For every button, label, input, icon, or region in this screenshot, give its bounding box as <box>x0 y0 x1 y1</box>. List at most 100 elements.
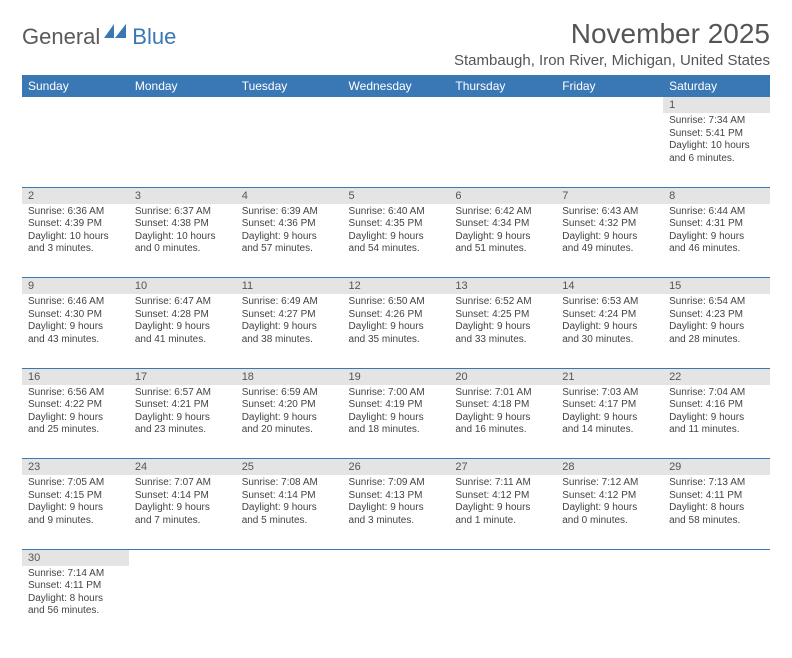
daylight-text: Daylight: 9 hours <box>28 502 123 515</box>
day-number-cell: 19 <box>343 368 450 385</box>
day-number-cell <box>236 97 343 113</box>
sunset-text: Sunset: 4:14 PM <box>242 490 337 503</box>
day-number-cell: 8 <box>663 187 770 204</box>
day-number-cell <box>449 97 556 113</box>
sunrise-text: Sunrise: 6:54 AM <box>669 296 764 309</box>
daylight-text: Daylight: 9 hours <box>455 321 550 334</box>
daynum-row: 30 <box>22 549 770 566</box>
day-cell: Sunrise: 6:56 AMSunset: 4:22 PMDaylight:… <box>22 385 129 459</box>
day-number-cell: 13 <box>449 278 556 295</box>
logo-text-blue: Blue <box>132 24 176 50</box>
daylight-text: and 54 minutes. <box>349 243 444 256</box>
day-cell: Sunrise: 7:11 AMSunset: 4:12 PMDaylight:… <box>449 475 556 549</box>
day-number-cell: 28 <box>556 459 663 476</box>
sunset-text: Sunset: 4:11 PM <box>28 580 123 593</box>
day-cell <box>449 566 556 640</box>
daylight-text: and 38 minutes. <box>242 334 337 347</box>
daylight-text: and 14 minutes. <box>562 424 657 437</box>
header: General Blue November 2025 Stambaugh, Ir… <box>22 18 770 69</box>
day-number-cell: 3 <box>129 187 236 204</box>
day-number-cell: 27 <box>449 459 556 476</box>
sunrise-text: Sunrise: 6:46 AM <box>28 296 123 309</box>
day-cell: Sunrise: 6:39 AMSunset: 4:36 PMDaylight:… <box>236 204 343 278</box>
day-number-cell: 24 <box>129 459 236 476</box>
daylight-text: Daylight: 8 hours <box>28 593 123 606</box>
sunrise-text: Sunrise: 6:44 AM <box>669 206 764 219</box>
daylight-text: and 20 minutes. <box>242 424 337 437</box>
day-cell: Sunrise: 6:57 AMSunset: 4:21 PMDaylight:… <box>129 385 236 459</box>
sunset-text: Sunset: 4:22 PM <box>28 399 123 412</box>
daylight-text: Daylight: 10 hours <box>669 140 764 153</box>
day-number-cell: 4 <box>236 187 343 204</box>
sunset-text: Sunset: 4:19 PM <box>349 399 444 412</box>
sunrise-text: Sunrise: 6:50 AM <box>349 296 444 309</box>
daylight-text: Daylight: 9 hours <box>349 412 444 425</box>
daylight-text: and 1 minute. <box>455 515 550 528</box>
day-cell: Sunrise: 6:42 AMSunset: 4:34 PMDaylight:… <box>449 204 556 278</box>
sunrise-text: Sunrise: 6:42 AM <box>455 206 550 219</box>
day-number-cell: 14 <box>556 278 663 295</box>
daynum-row: 23242526272829 <box>22 459 770 476</box>
daylight-text: Daylight: 9 hours <box>242 502 337 515</box>
daylight-text: and 49 minutes. <box>562 243 657 256</box>
day-number-cell: 10 <box>129 278 236 295</box>
day-number-cell <box>22 97 129 113</box>
sunset-text: Sunset: 4:23 PM <box>669 309 764 322</box>
day-cell <box>22 113 129 187</box>
day-cell: Sunrise: 6:36 AMSunset: 4:39 PMDaylight:… <box>22 204 129 278</box>
sunrise-text: Sunrise: 6:37 AM <box>135 206 230 219</box>
sunset-text: Sunset: 4:18 PM <box>455 399 550 412</box>
daylight-text: and 11 minutes. <box>669 424 764 437</box>
sunrise-text: Sunrise: 7:12 AM <box>562 477 657 490</box>
week-row: Sunrise: 7:05 AMSunset: 4:15 PMDaylight:… <box>22 475 770 549</box>
daylight-text: Daylight: 9 hours <box>455 412 550 425</box>
day-cell <box>129 113 236 187</box>
sunset-text: Sunset: 4:12 PM <box>455 490 550 503</box>
sunrise-text: Sunrise: 6:56 AM <box>28 387 123 400</box>
daylight-text: Daylight: 9 hours <box>562 502 657 515</box>
sunrise-text: Sunrise: 6:49 AM <box>242 296 337 309</box>
sunrise-text: Sunrise: 6:47 AM <box>135 296 230 309</box>
sunset-text: Sunset: 4:14 PM <box>135 490 230 503</box>
sunrise-text: Sunrise: 7:05 AM <box>28 477 123 490</box>
sunset-text: Sunset: 4:21 PM <box>135 399 230 412</box>
sunset-text: Sunset: 4:31 PM <box>669 218 764 231</box>
day-cell <box>236 566 343 640</box>
day-number-cell <box>343 97 450 113</box>
day-cell: Sunrise: 6:46 AMSunset: 4:30 PMDaylight:… <box>22 294 129 368</box>
day-cell: Sunrise: 7:01 AMSunset: 4:18 PMDaylight:… <box>449 385 556 459</box>
daylight-text: Daylight: 9 hours <box>669 231 764 244</box>
flag-icon <box>104 24 130 47</box>
daylight-text: Daylight: 9 hours <box>242 321 337 334</box>
day-cell: Sunrise: 6:43 AMSunset: 4:32 PMDaylight:… <box>556 204 663 278</box>
sunrise-text: Sunrise: 6:53 AM <box>562 296 657 309</box>
daylight-text: and 35 minutes. <box>349 334 444 347</box>
daylight-text: and 0 minutes. <box>562 515 657 528</box>
week-row: Sunrise: 7:14 AMSunset: 4:11 PMDaylight:… <box>22 566 770 640</box>
day-cell: Sunrise: 7:08 AMSunset: 4:14 PMDaylight:… <box>236 475 343 549</box>
sunset-text: Sunset: 4:38 PM <box>135 218 230 231</box>
daylight-text: Daylight: 9 hours <box>669 412 764 425</box>
day-number-cell: 11 <box>236 278 343 295</box>
day-cell: Sunrise: 6:44 AMSunset: 4:31 PMDaylight:… <box>663 204 770 278</box>
day-number-cell <box>449 549 556 566</box>
daylight-text: Daylight: 10 hours <box>28 231 123 244</box>
day-header: Wednesday <box>343 75 450 97</box>
daylight-text: and 25 minutes. <box>28 424 123 437</box>
daylight-text: and 6 minutes. <box>669 153 764 166</box>
sunset-text: Sunset: 4:13 PM <box>349 490 444 503</box>
daylight-text: and 30 minutes. <box>562 334 657 347</box>
week-row: Sunrise: 6:36 AMSunset: 4:39 PMDaylight:… <box>22 204 770 278</box>
daylight-text: and 28 minutes. <box>669 334 764 347</box>
sunset-text: Sunset: 4:11 PM <box>669 490 764 503</box>
sunset-text: Sunset: 4:34 PM <box>455 218 550 231</box>
sunset-text: Sunset: 5:41 PM <box>669 128 764 141</box>
day-cell: Sunrise: 7:04 AMSunset: 4:16 PMDaylight:… <box>663 385 770 459</box>
day-cell: Sunrise: 6:37 AMSunset: 4:38 PMDaylight:… <box>129 204 236 278</box>
sunrise-text: Sunrise: 7:00 AM <box>349 387 444 400</box>
day-number-cell: 16 <box>22 368 129 385</box>
daylight-text: and 3 minutes. <box>28 243 123 256</box>
daylight-text: and 23 minutes. <box>135 424 230 437</box>
day-cell: Sunrise: 7:00 AMSunset: 4:19 PMDaylight:… <box>343 385 450 459</box>
daylight-text: and 18 minutes. <box>349 424 444 437</box>
